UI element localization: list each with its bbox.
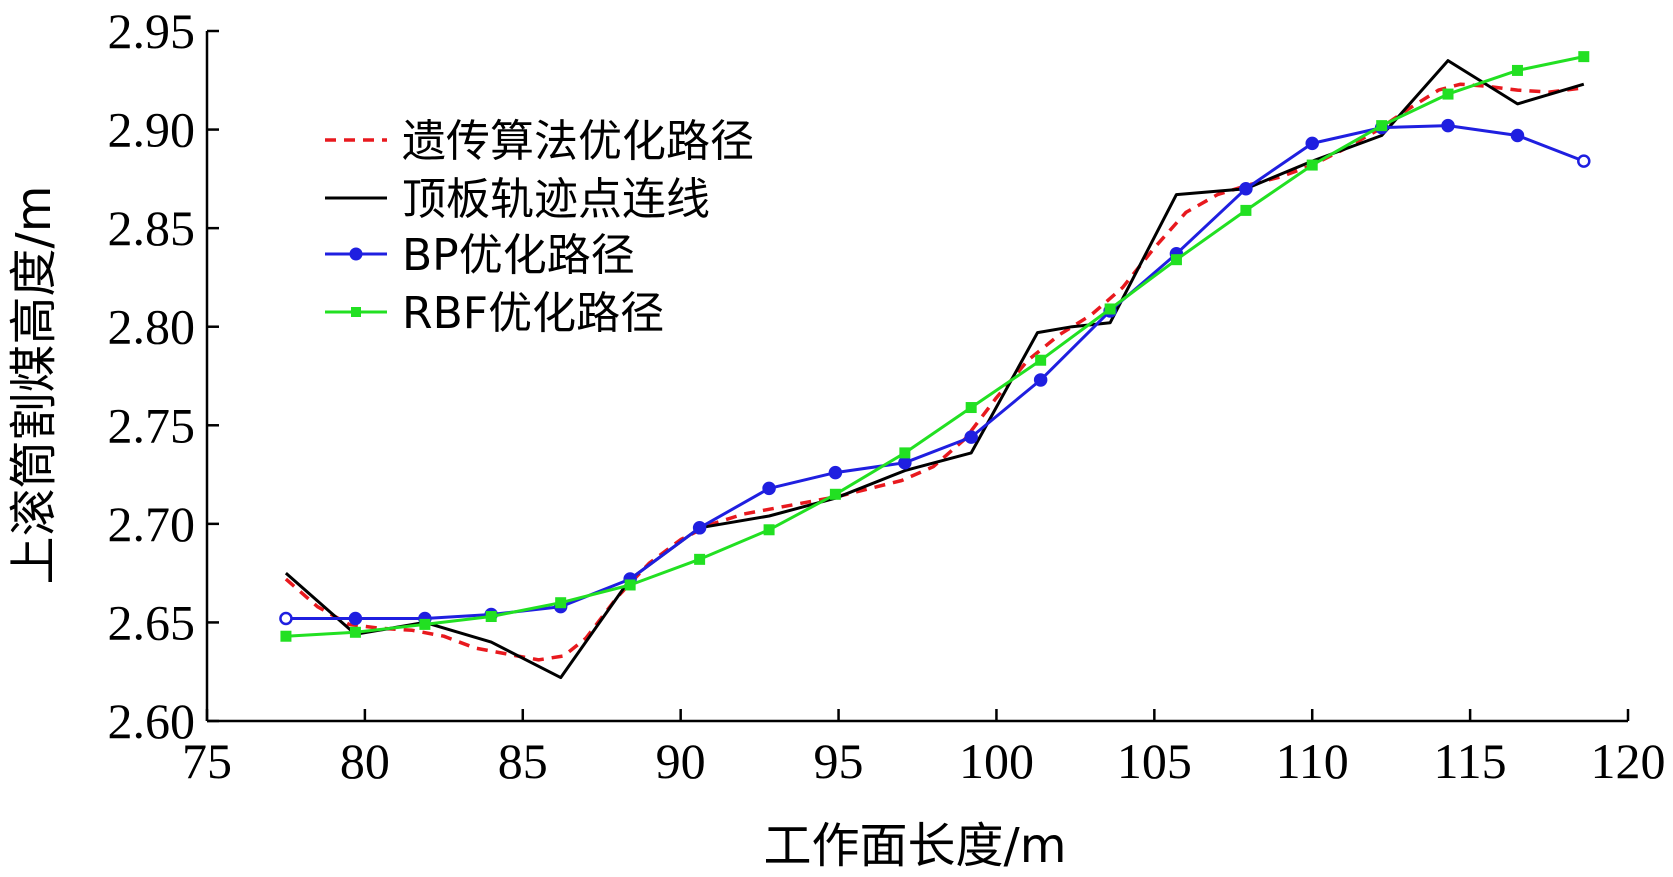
data-point: [1377, 121, 1387, 131]
data-point: [695, 554, 705, 564]
y-tick-label: 2.80: [108, 299, 196, 355]
data-point: [900, 448, 910, 458]
x-tick-label: 85: [498, 733, 548, 789]
y-axis-title: 上滚筒割煤高度/m: [6, 186, 62, 585]
legend-item-bp-path: BP优化路径: [325, 230, 635, 281]
data-point: [1443, 120, 1454, 131]
x-tick-label: 100: [959, 733, 1034, 789]
tick-marks: 75 80 85 90 95 100 105 110 115 1202.602.652.702.7…: [108, 3, 1666, 789]
legend-label: 遗传算法优化路径: [402, 116, 754, 167]
x-axis-title: 工作面长度/m: [764, 818, 1067, 874]
series-ga-path: [286, 84, 1581, 660]
legend-marker: [351, 307, 361, 317]
legend-label: 顶板轨迹点连线: [402, 174, 710, 225]
y-tick-label: 2.95: [108, 3, 196, 59]
legend-item-roof-trajectory: 顶板轨迹点连线: [325, 174, 710, 225]
data-point: [764, 483, 775, 494]
data-point: [830, 467, 841, 478]
data-point: [350, 613, 361, 624]
legend-item-rbf-path: RBF优化路径: [325, 288, 664, 339]
data-point: [830, 489, 840, 499]
data-point: [899, 457, 910, 468]
data-point: [625, 580, 635, 590]
data-point: [280, 613, 291, 624]
x-tick-label: 115: [1434, 733, 1507, 789]
x-tick-label: 110: [1276, 733, 1349, 789]
data-point: [1171, 255, 1181, 265]
data-point: [1443, 89, 1453, 99]
x-tick-label: 90: [656, 733, 706, 789]
data-point: [694, 522, 705, 533]
data-point: [556, 598, 566, 608]
data-point: [486, 612, 496, 622]
legend-item-ga-path: 遗传算法优化路径: [325, 116, 754, 167]
data-point: [1578, 156, 1589, 167]
y-tick-label: 2.90: [108, 102, 196, 158]
data-point: [1036, 355, 1046, 365]
data-point: [764, 525, 774, 535]
legend-label: RBF优化路径: [402, 288, 664, 339]
x-tick-label: 105: [1117, 733, 1192, 789]
data-point: [1307, 138, 1318, 149]
y-tick-label: 2.70: [108, 496, 196, 552]
data-point: [1579, 52, 1589, 62]
data-point: [1241, 205, 1251, 215]
y-tick-label: 2.65: [108, 594, 196, 650]
y-tick-label: 2.75: [108, 397, 196, 453]
data-point: [420, 619, 430, 629]
legend-marker: [351, 249, 362, 260]
legend-label: BP优化路径: [402, 230, 635, 281]
series-line: [286, 84, 1581, 660]
data-point: [281, 631, 291, 641]
data-point: [1035, 374, 1046, 385]
data-point: [966, 432, 977, 443]
data-point: [1105, 304, 1115, 314]
x-tick-label: 95: [814, 733, 864, 789]
data-point: [1512, 130, 1523, 141]
y-tick-label: 2.85: [108, 200, 196, 256]
data-point: [1307, 160, 1317, 170]
data-point: [966, 403, 976, 413]
x-tick-label: 120: [1591, 733, 1666, 789]
data-point: [350, 627, 360, 637]
data-point: [1512, 65, 1522, 75]
data-point: [1240, 183, 1251, 194]
y-tick-label: 2.60: [108, 693, 196, 749]
x-tick-label: 80: [340, 733, 390, 789]
